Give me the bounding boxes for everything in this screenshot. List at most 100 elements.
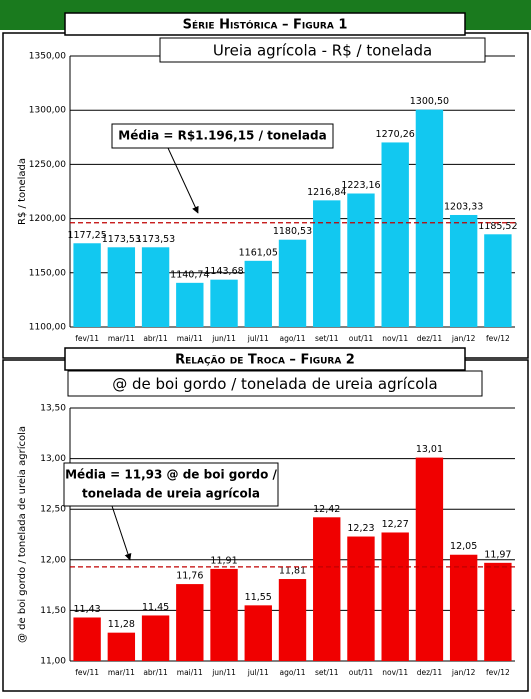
- x-tick-label: ago/11: [279, 334, 305, 343]
- y-tick-label: 12,50: [40, 505, 66, 515]
- value-label: 12,27: [382, 519, 409, 530]
- annotation-box: [63, 462, 279, 507]
- x-tick-label: jul/11: [247, 668, 269, 677]
- y-tick-label: 12,00: [40, 555, 66, 565]
- annotation-text: Média = 11,93 @ de boi gordo /: [65, 468, 277, 482]
- value-label: 11,81: [279, 566, 306, 577]
- x-tick-label: set/11: [315, 334, 339, 343]
- value-label: 11,55: [245, 592, 272, 603]
- x-tick-label: dez/11: [417, 334, 443, 343]
- chart-subtitle: Ureia agrícola - R$ / tonelada: [213, 42, 432, 60]
- value-label: 1140,74: [170, 269, 209, 280]
- y-tick-label: 11,00: [40, 657, 66, 667]
- x-tick-label: out/11: [349, 668, 374, 677]
- annotation-text: tonelada de ureia agrícola: [82, 487, 260, 501]
- value-label: 1143,68: [204, 266, 243, 277]
- x-tick-label: set/11: [315, 668, 339, 677]
- x-tick-label: fev/11: [75, 668, 99, 677]
- value-label: 12,05: [450, 541, 477, 552]
- y-tick-label: 13,00: [40, 454, 66, 464]
- value-label: 1161,05: [239, 247, 278, 258]
- bar: [449, 554, 478, 661]
- bar: [313, 517, 341, 661]
- bar: [415, 457, 444, 661]
- chart-subtitle: @ de boi gordo / tonelada de ureia agríc…: [112, 375, 438, 393]
- x-tick-label: nov/11: [382, 334, 408, 343]
- bar: [347, 193, 375, 327]
- x-tick-label: abr/11: [143, 334, 168, 343]
- chart: 11,00 11,50 12,00 12,50 13,00 13,50 @ de boi g…: [2, 347, 529, 692]
- y-axis-label: R$ / tonelada: [17, 158, 28, 225]
- x-tick-label: jun/11: [211, 668, 236, 677]
- bar: [141, 247, 170, 327]
- value-label: 1300,50: [410, 96, 449, 107]
- value-label: 11,43: [74, 604, 101, 615]
- chart: 1100,00 1150,00 1200,00 1250,00 1300,00 1350,…: [2, 12, 529, 359]
- x-tick-label: dez/11: [417, 668, 443, 677]
- bar: [415, 109, 444, 328]
- value-label: 11,91: [210, 555, 237, 566]
- bar: [381, 532, 409, 661]
- value-label: 1173,53: [136, 234, 175, 245]
- bar: [449, 214, 478, 327]
- y-tick-label: 13,50: [40, 404, 66, 414]
- value-label: 12,42: [313, 504, 340, 515]
- x-tick-label: mai/11: [177, 668, 203, 677]
- x-tick-label: jan/12: [451, 334, 476, 343]
- bar: [210, 279, 238, 327]
- y-tick-label: 1300,00: [29, 106, 66, 116]
- value-label: 1216,84: [307, 187, 346, 198]
- annotation-box: [111, 123, 334, 149]
- annotation-arrow: [167, 147, 199, 214]
- x-tick-label: fev/12: [486, 334, 510, 343]
- x-tick-label: abr/11: [143, 668, 168, 677]
- value-label: 13,01: [416, 444, 443, 455]
- annotation-text: Média = R$1.196,15 / tonelada: [118, 129, 326, 143]
- x-tick-label: mai/11: [177, 334, 203, 343]
- chart-title: Série Histórica – Figura 1: [183, 18, 348, 33]
- value-label: 1173,53: [102, 234, 141, 245]
- x-tick-label: jan/12: [451, 668, 476, 677]
- value-label: 1270,26: [376, 129, 415, 140]
- value-label: 1203,33: [444, 201, 483, 212]
- value-label: 11,76: [176, 571, 203, 582]
- y-tick-label: 1150,00: [29, 268, 66, 278]
- y-tick-label: 1200,00: [29, 214, 66, 224]
- bar: [484, 234, 512, 327]
- value-label: 11,28: [108, 619, 135, 630]
- title-box: [64, 347, 466, 371]
- bar: [244, 260, 272, 327]
- bar: [278, 239, 307, 327]
- value-label: 1177,25: [67, 230, 106, 241]
- x-tick-label: out/11: [349, 334, 374, 343]
- annotation-arrow: [111, 505, 132, 561]
- x-tick-label: ago/11: [279, 668, 305, 677]
- value-label: 11,97: [484, 549, 511, 560]
- x-tick-label: fev/12: [486, 668, 510, 677]
- value-label: 1223,16: [341, 180, 380, 191]
- x-tick-label: jun/11: [211, 334, 236, 343]
- x-tick-label: nov/11: [382, 668, 408, 677]
- bar: [381, 142, 409, 327]
- x-tick-label: fev/11: [75, 334, 99, 343]
- y-axis-label: @ de boi gordo / tonelada de ureia agríc…: [16, 426, 28, 643]
- title-box: [64, 12, 466, 36]
- value-label: 11,45: [142, 602, 169, 613]
- subtitle-box: [67, 370, 483, 397]
- bar: [210, 568, 238, 661]
- bar: [347, 536, 375, 661]
- chart-title: Relação de Troca – Figura 2: [175, 353, 355, 368]
- value-label: 12,23: [347, 523, 374, 534]
- y-tick-label: 1250,00: [29, 160, 66, 170]
- value-label: 1180,53: [273, 226, 312, 237]
- bar: [141, 615, 170, 661]
- value-label: 1185,52: [478, 221, 517, 232]
- x-tick-label: jul/11: [247, 334, 269, 343]
- bar: [484, 562, 512, 661]
- bar: [244, 605, 272, 661]
- x-tick-label: mar/11: [108, 668, 135, 677]
- bar: [176, 282, 204, 327]
- y-tick-label: 1100,00: [29, 323, 66, 333]
- bar: [107, 632, 136, 661]
